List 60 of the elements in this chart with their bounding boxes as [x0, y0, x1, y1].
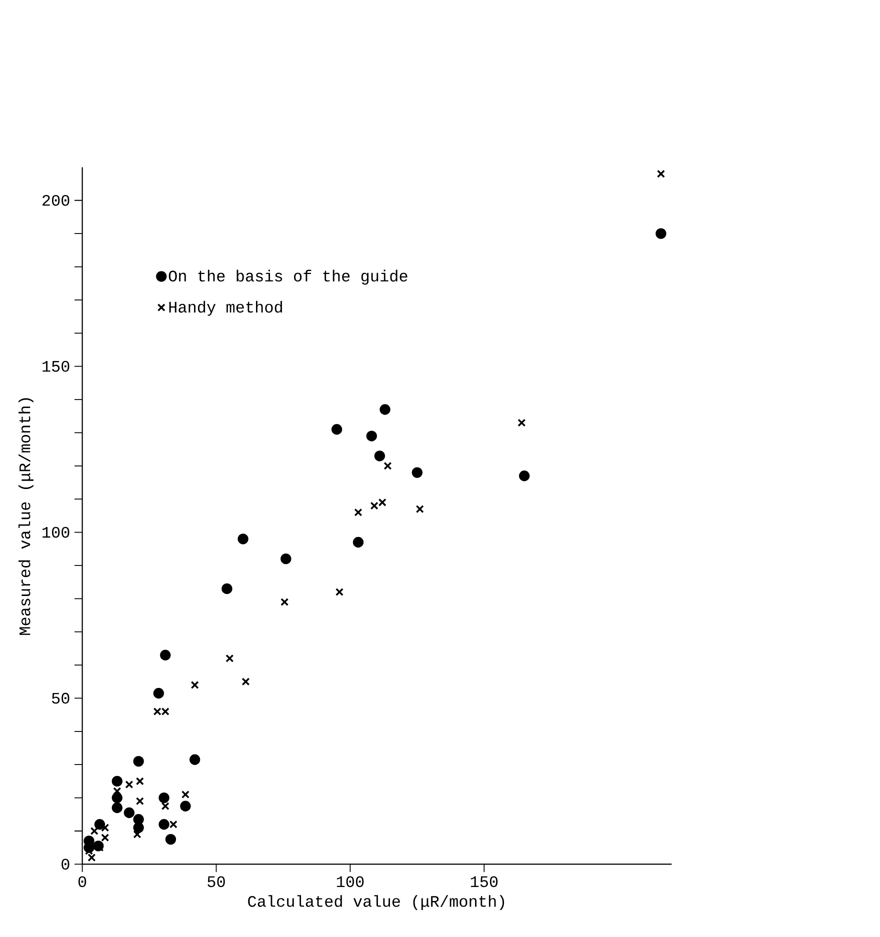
x-tick-label: 100 [336, 876, 364, 888]
point [158, 792, 170, 804]
point [88, 854, 96, 862]
y-tick-label: 50 [52, 692, 70, 704]
point [226, 654, 234, 662]
point [125, 780, 134, 789]
point [112, 776, 122, 787]
point [124, 807, 135, 818]
point [112, 802, 122, 814]
point [133, 756, 144, 767]
point [190, 680, 199, 689]
point [238, 534, 248, 544]
point [136, 777, 144, 786]
point [518, 470, 530, 482]
point [161, 802, 170, 810]
point [380, 404, 390, 415]
point [112, 792, 122, 804]
point [181, 790, 190, 799]
legend-label: On the basis of the guide [168, 270, 408, 285]
x-tick-label: 50 [208, 876, 225, 888]
point [133, 830, 142, 838]
y-tick-label: 0 [62, 858, 70, 870]
y-tick-label: 100 [42, 526, 70, 538]
point [133, 814, 144, 825]
point [158, 819, 170, 830]
point [656, 228, 666, 239]
point [90, 826, 98, 836]
point [374, 450, 386, 462]
x-tick-label: 0 [78, 876, 86, 888]
point [366, 430, 377, 442]
point [222, 583, 232, 594]
point [136, 797, 144, 806]
point [335, 588, 344, 596]
point [160, 650, 171, 660]
point [101, 834, 110, 842]
point [189, 754, 200, 765]
point [518, 418, 526, 427]
point [133, 822, 144, 834]
point [280, 554, 292, 564]
legend-label: Handy method [169, 300, 282, 316]
point [354, 508, 362, 516]
point [94, 819, 106, 830]
x-axis-title: Calculated value (μR/month) [248, 895, 504, 910]
point [101, 824, 110, 832]
point [352, 536, 364, 548]
y-axis-title: Measured value (μR/month) [18, 398, 34, 635]
point [169, 820, 178, 828]
point [331, 424, 342, 435]
point [656, 170, 665, 178]
point [412, 467, 423, 478]
point [384, 462, 392, 470]
point [153, 688, 164, 699]
point [242, 678, 250, 686]
point [165, 834, 176, 845]
y-tick-label: 200 [42, 194, 70, 206]
point [416, 505, 424, 514]
y-tick-label: 150 [42, 360, 70, 372]
x-tick-label: 150 [470, 876, 498, 888]
point [180, 800, 191, 812]
point [280, 598, 289, 606]
